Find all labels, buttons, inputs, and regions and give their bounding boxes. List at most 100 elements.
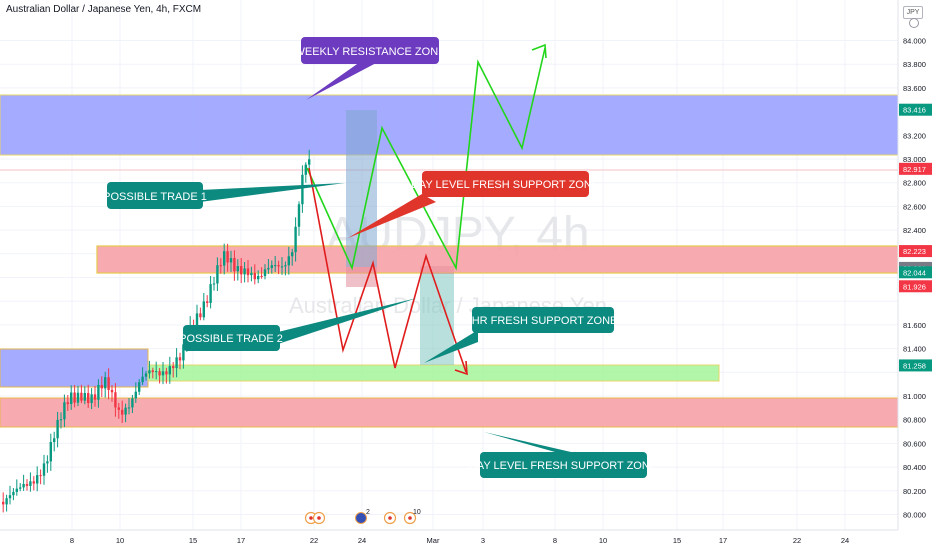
candle-body (114, 392, 117, 408)
trade-1-stop-box[interactable] (346, 267, 377, 287)
price-tag (899, 280, 932, 293)
price-tag-label: 82.223 (903, 247, 926, 256)
price-tag-label: 81.258 (903, 361, 926, 370)
weekly-resistance-label: WEEKLY RESISTANCE ZONE (295, 46, 446, 58)
projection-arrowhead-red (454, 360, 468, 376)
candle-body (70, 392, 73, 405)
candle-body (5, 498, 8, 505)
candle-body (284, 265, 287, 267)
four-hr-fresh-support-zone[interactable] (147, 364, 720, 382)
price-tick-label: 80.600 (903, 439, 926, 448)
event-markers[interactable]: 2 10 (304, 509, 421, 525)
trade-1-label-pointer (200, 183, 345, 202)
trade-2-stop-box[interactable] (420, 266, 454, 274)
time-tick-label: 24 (841, 536, 849, 545)
candle-body (2, 501, 5, 505)
event-icon-australia[interactable] (355, 512, 367, 524)
candle-body (39, 475, 42, 477)
candle-body (107, 377, 110, 390)
possible-trade-2-label: POSSIBLE TRADE 2 (179, 333, 283, 345)
time-tick-label: 17 (237, 536, 245, 545)
candle-body (260, 275, 263, 277)
candle-body (151, 370, 154, 373)
trade-2-label-pointer (278, 298, 417, 344)
projection-arrowhead-green (531, 43, 547, 59)
day-level-fresh-support-callout-bottom[interactable]: DAY LEVEL FRESH SUPPORT ZONE (469, 452, 657, 478)
price-tick-label: 83.000 (903, 155, 926, 164)
candle-body (73, 392, 76, 403)
price-tag-label: 82.044 (903, 268, 926, 277)
candle-body (29, 481, 32, 486)
candle-body (216, 265, 219, 284)
price-tag-label: 82.917 (903, 165, 926, 174)
trade-1-target-box[interactable] (346, 110, 377, 267)
candle-body (277, 265, 280, 267)
candle-body (301, 174, 304, 205)
time-tick-label: 24 (358, 536, 366, 545)
candle-body (36, 475, 39, 484)
time-tick-label: 15 (189, 536, 197, 545)
candle-body (240, 266, 243, 275)
possible-trade-1-label: POSSIBLE TRADE 1 (103, 191, 207, 203)
price-tick-label: 82.800 (903, 179, 926, 188)
weekly-resistance-zone[interactable] (0, 94, 899, 156)
possible-trade-2-callout[interactable]: POSSIBLE TRADE 2 (179, 325, 283, 351)
time-tick-label: Mar (427, 536, 440, 545)
time-tick-label: 8 (70, 536, 74, 545)
time-tick-label: 17 (719, 536, 727, 545)
price-tag (899, 359, 932, 372)
candle-body (226, 251, 229, 263)
candle-body (195, 313, 199, 328)
candle-body (199, 313, 202, 318)
candle-body (93, 394, 97, 400)
price-tick-label: 81.400 (903, 345, 926, 354)
projection-path-green[interactable] (306, 47, 546, 271)
candle-body (270, 265, 273, 268)
day-level-fresh-support-callout-top[interactable]: DAY LEVEL FRESH SUPPORT ZONE (411, 171, 599, 197)
price-tick-label: 80.800 (903, 416, 926, 425)
possible-trade-1-callout[interactable]: POSSIBLE TRADE 1 (103, 182, 207, 209)
candle-body (53, 438, 56, 442)
candle-body (141, 376, 144, 383)
four-hr-fresh-support-label: 4HR FRESH SUPPORT ZONE. (466, 315, 621, 327)
candle-body (287, 256, 290, 266)
price-tick-label: 84.000 (903, 37, 926, 46)
time-tick-label: 10 (599, 536, 607, 545)
candle-body (246, 268, 250, 276)
day-support-zone-lower[interactable] (0, 397, 899, 428)
time-axis[interactable] (0, 530, 898, 550)
weekly-label-pointer (306, 62, 378, 100)
time-tick-label: 22 (310, 536, 318, 545)
candle-body (178, 357, 182, 361)
four-hr-fresh-support-callout[interactable]: 4HR FRESH SUPPORT ZONE. (466, 307, 621, 333)
candle-body (32, 481, 35, 484)
price-tag (899, 245, 932, 258)
candle-body (22, 483, 25, 488)
candle-body (263, 269, 267, 277)
candle-body (131, 398, 134, 408)
candle-body (175, 357, 178, 369)
candle-body (148, 370, 151, 374)
left-blue-zone[interactable] (0, 348, 149, 388)
candle-body (46, 461, 49, 464)
price-tag (899, 162, 932, 175)
candle-body (304, 164, 307, 175)
settings-icon[interactable] (909, 18, 919, 28)
candle-body (110, 389, 114, 393)
candle-body (165, 371, 168, 375)
price-tick-label: 80.400 (903, 463, 926, 472)
weekly-resistance-callout[interactable]: WEEKLY RESISTANCE ZONE (295, 37, 446, 64)
day-level-fresh-support-label-bottom: DAY LEVEL FRESH SUPPORT ZONE (469, 460, 657, 472)
candle-body (19, 487, 22, 489)
candle-body (294, 226, 297, 253)
candle-body (297, 204, 301, 227)
price-tick-label: 83.200 (903, 131, 926, 140)
candle-body (168, 366, 171, 375)
price-tag (899, 103, 932, 116)
candle-body (138, 382, 141, 392)
symbol-title[interactable]: Australian Dollar / Japanese Yen, 4h, FX… (6, 4, 202, 15)
day-level-fresh-support-label-top: DAY LEVEL FRESH SUPPORT ZONE (411, 179, 599, 191)
day-label-bottom-pointer (484, 432, 571, 452)
candle-body (87, 392, 90, 404)
